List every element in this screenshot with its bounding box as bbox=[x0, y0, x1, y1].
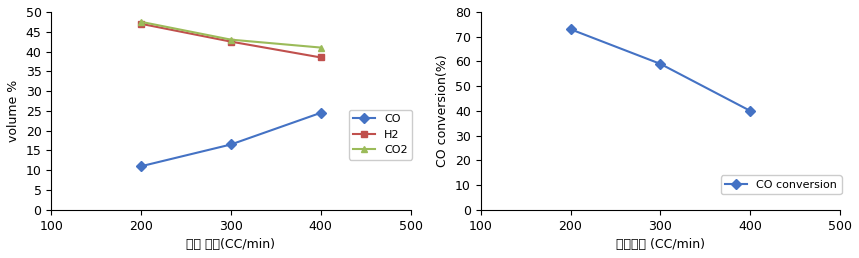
Y-axis label: CO conversion(%): CO conversion(%) bbox=[436, 54, 449, 167]
H2 bbox=[315, 56, 326, 59]
CO2 bbox=[226, 38, 236, 41]
CO conversion bbox=[745, 109, 755, 112]
CO2 bbox=[136, 20, 146, 23]
CO bbox=[226, 143, 236, 146]
Legend: CO, H2, CO2: CO, H2, CO2 bbox=[349, 110, 412, 160]
H2 bbox=[226, 40, 236, 43]
X-axis label: 전체 유량(CC/min): 전체 유량(CC/min) bbox=[186, 238, 276, 251]
CO conversion bbox=[655, 62, 666, 66]
CO conversion bbox=[565, 28, 576, 31]
Line: CO: CO bbox=[137, 109, 324, 170]
CO2 bbox=[315, 46, 326, 49]
H2 bbox=[136, 22, 146, 25]
Legend: CO conversion: CO conversion bbox=[721, 175, 842, 194]
Line: CO conversion: CO conversion bbox=[567, 26, 753, 114]
X-axis label: 유량변화 (CC/min): 유량변화 (CC/min) bbox=[616, 238, 705, 251]
Line: H2: H2 bbox=[137, 20, 324, 61]
CO bbox=[315, 111, 326, 114]
Y-axis label: volume %: volume % bbox=[7, 80, 20, 142]
Line: CO2: CO2 bbox=[137, 18, 324, 51]
CO bbox=[136, 165, 146, 168]
